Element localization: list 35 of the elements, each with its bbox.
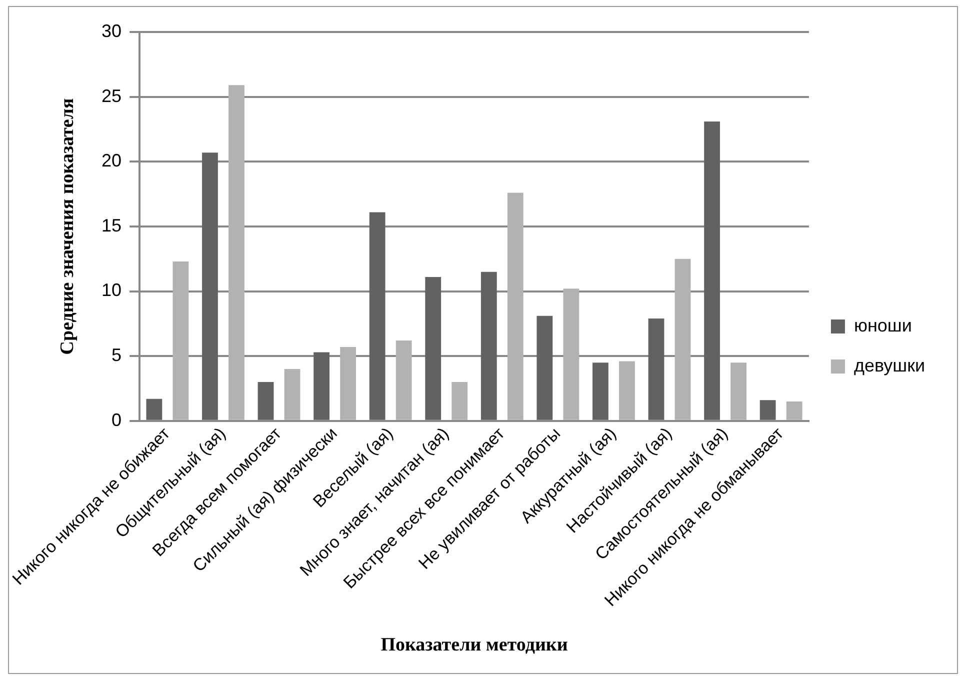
bar [340, 347, 356, 420]
bar [563, 288, 580, 420]
bar [704, 121, 720, 420]
bar [674, 258, 691, 420]
bar [730, 362, 746, 420]
bar [314, 352, 330, 420]
y-tick-label: 25 [102, 86, 122, 106]
y-tick-label: 0 [112, 410, 122, 430]
bar [425, 277, 442, 420]
y-tick-label: 10 [102, 280, 122, 300]
bar [592, 362, 608, 420]
bar [284, 369, 300, 420]
bar [172, 261, 189, 420]
x-axis-title: Показатели методики [380, 634, 568, 656]
bar [536, 316, 553, 420]
bar [619, 361, 635, 420]
bar [396, 340, 412, 420]
bar [228, 85, 244, 420]
bar [786, 401, 802, 420]
bar [369, 212, 386, 420]
legend-label: девушки [854, 355, 926, 376]
bar [507, 192, 524, 420]
bar [258, 382, 274, 420]
bar [648, 318, 664, 420]
bar [480, 272, 497, 420]
y-axis-title: Средние значения показателя [57, 98, 78, 355]
bar [202, 152, 218, 420]
legend-label: юноши [854, 315, 912, 336]
y-tick-label: 5 [112, 345, 122, 366]
y-tick-label: 15 [102, 215, 122, 236]
bar [760, 400, 776, 420]
bar [452, 382, 468, 420]
y-tick-label: 30 [102, 20, 122, 41]
y-tick-label: 20 [102, 150, 122, 171]
bar [146, 398, 162, 420]
